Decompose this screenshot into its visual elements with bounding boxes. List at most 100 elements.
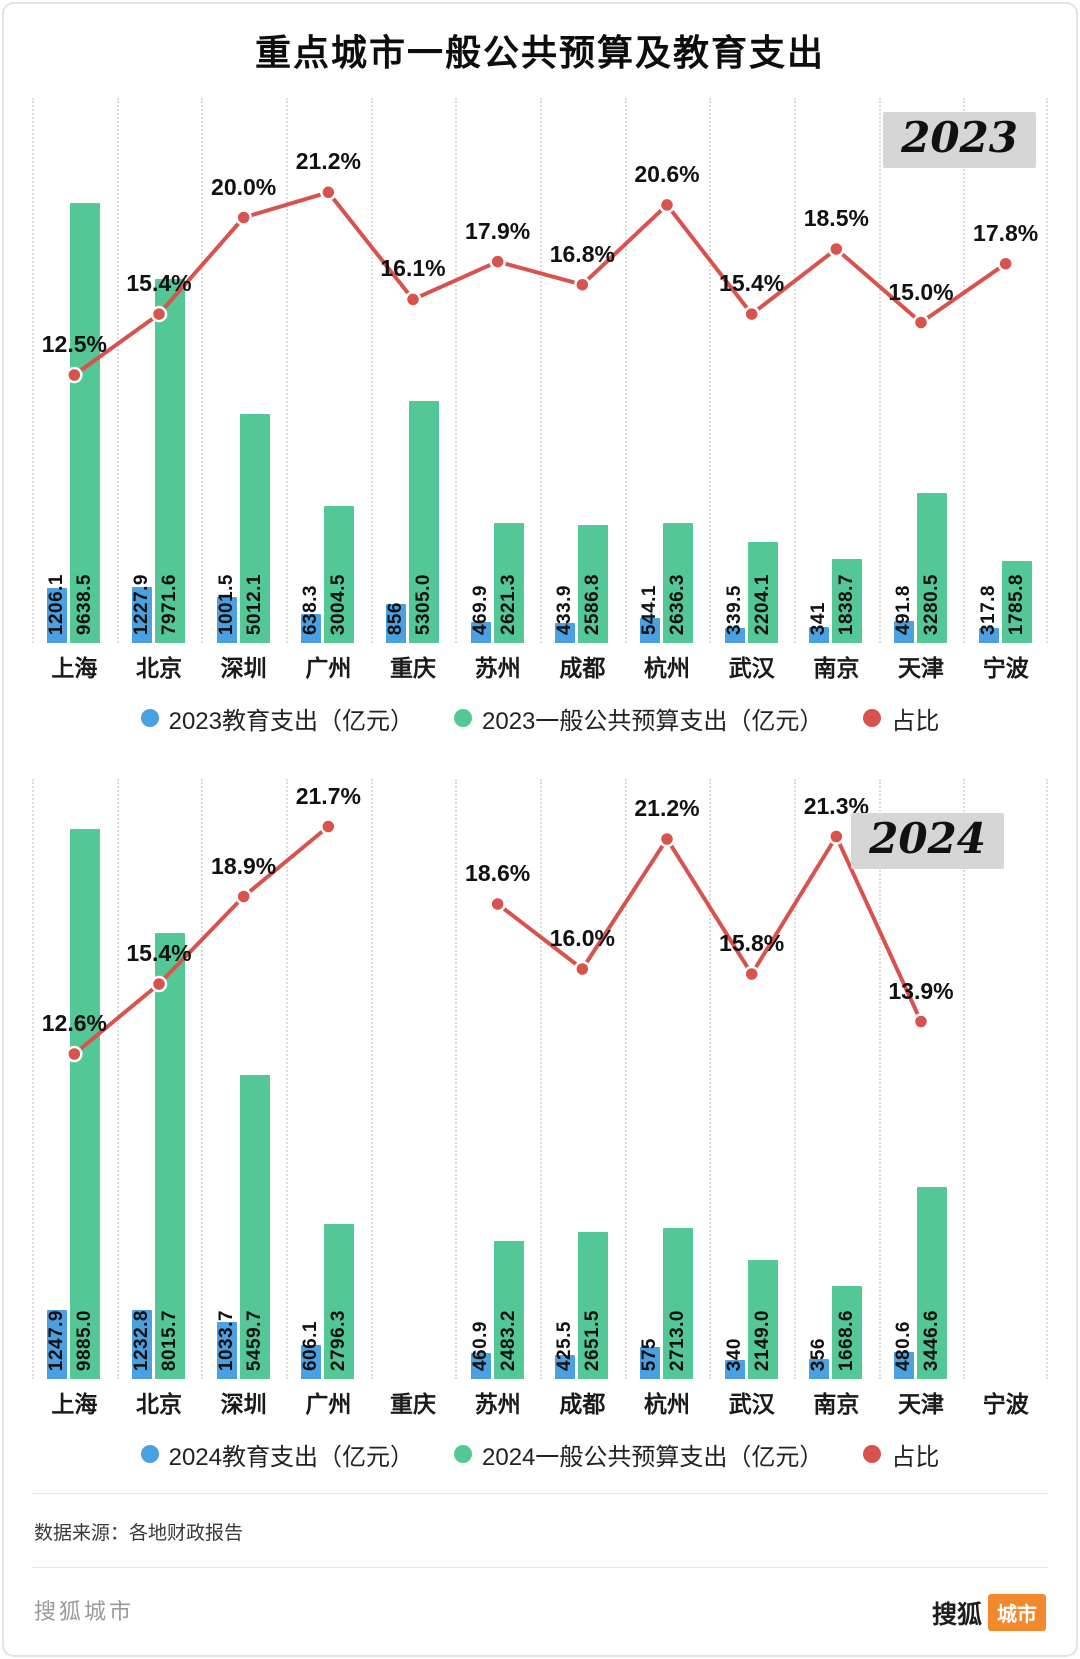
category-label: 苏州 [474,1391,521,1417]
bar-budget [663,1228,693,1379]
bar-education [47,587,68,643]
gridline [1046,98,1048,643]
bar-value-label: 340 [723,1337,745,1371]
gridline [201,779,204,1379]
ratio-label: 16.0% [549,925,615,951]
bar-value-label: 1227.9 [131,573,152,635]
bar-value-label: 9638.5 [74,573,96,635]
ratio-label: 18.6% [465,860,531,886]
ratio-label: 20.6% [634,160,700,187]
ratio-point [912,1013,930,1030]
bar-value-label: 2713.0 [667,1309,688,1371]
bar-value-label: 8015.7 [159,1309,180,1371]
legend-item: 2023一般公共预算支出（亿元） [454,701,823,736]
category-label: 北京 [136,1391,182,1417]
bar-budget [493,1240,524,1379]
bar-budget [239,413,270,643]
ratio-point [320,818,337,835]
category-label: 深圳 [220,655,267,681]
bar-education [216,597,237,643]
bar-value-label: 3004.5 [328,573,350,635]
legend-2024: 2024教育支出（亿元） 2024一般公共预算支出（亿元） 占比 [32,1425,1048,1483]
gridline [963,98,966,643]
ratio-label: 15.4% [126,940,192,966]
x-axis-2023: 上海 北京 深圳 广州 重庆 苏州 成都 杭州 武汉 南京 天津 宁波 [32,643,1048,689]
gridline [116,779,119,1379]
brand-logo: 搜狐 城市 [932,1594,1046,1631]
ratio-point [489,895,506,913]
category-label: 南京 [813,1391,860,1417]
category-label: 武汉 [728,655,775,681]
ratio-label: 21.7% [295,782,361,809]
source-note: 数据来源：各地财政报告 [32,1493,1048,1567]
bar-value-label: 1785.8 [1005,573,1027,635]
bar-value-label: 2483.2 [497,1309,519,1371]
ratio-label: 15.4% [126,270,192,297]
bar-budget [1001,561,1032,643]
legend-dot [863,709,882,727]
bar-value-label: 2204.1 [751,573,773,635]
bar-value-label: 491.8 [893,584,914,635]
bar-education [132,1310,152,1379]
bar-education [809,1359,830,1379]
gridline [370,98,373,643]
footer-watermark: 搜狐城市 [34,1599,135,1624]
bar-value-label: 1838.7 [836,573,858,635]
bar-education [809,627,830,643]
legend-dot [454,709,472,727]
bar-value-label: 575 [639,1337,660,1371]
ratio-label: 15.4% [719,270,785,297]
bar-value-label: 341 [808,601,830,635]
chart-2023: 1206.1 1227.9 1001.5 638.3 856 469.9 433.9 544.… [32,98,1048,747]
bar-value-label: 606.1 [300,1320,322,1371]
ratio-point [828,240,845,258]
bar-value-label: 433.9 [554,584,576,635]
plot-area-2024: 1247.9 1232.8 1033.7 606.1 460.9 425.5 575 340 3… [32,779,1048,1379]
bar-budget [917,1187,947,1379]
bar-budget [663,522,693,643]
category-label: 重庆 [390,1391,437,1417]
bar-budget [493,523,524,643]
ratio-label: 15.8% [719,930,785,956]
category-label: 上海 [51,655,98,681]
ratio-point [489,253,506,270]
bar-value-label: 1668.6 [836,1309,858,1371]
ratio-label: 15.0% [888,278,954,305]
gridline [286,779,288,1379]
bar-value-label: 544.1 [639,584,660,635]
ratio-point [658,830,676,848]
legend-2023: 2023教育支出（亿元） 2023一般公共预算支出（亿元） 占比 [32,689,1048,747]
bar-value-label: 5459.7 [243,1309,265,1371]
bar-value-label: 5305.0 [413,573,434,635]
bar-budget [578,524,609,643]
ratio-point [404,291,422,308]
ratio-point [574,276,591,293]
category-label: 成都 [559,1391,606,1417]
bar-value-label: 2636.3 [667,573,688,635]
legend-label: 2024教育支出（亿元） [168,1443,414,1471]
gridline [1046,779,1048,1379]
bar-value-label: 1232.8 [131,1309,152,1371]
legend-dot [140,709,159,727]
category-label: 深圳 [220,1391,267,1417]
category-label: 宁波 [982,655,1029,681]
bar-budget [239,1075,270,1379]
legend-dot [140,1445,159,1463]
gridline [32,98,34,643]
bar-education [470,621,491,643]
bar-value-label: 3280.5 [921,573,942,635]
bar-value-label: 7971.6 [159,573,180,635]
bar-value-label: 2796.3 [328,1309,350,1371]
legend-item: 2023教育支出（亿元） [140,701,414,736]
ratio-label: 21.2% [634,795,700,821]
ratio-label: 13.9% [888,977,954,1004]
bar-value-label: 469.9 [469,584,491,635]
legend-item: 2024一般公共预算支出（亿元） [454,1437,823,1472]
bar-value-label: 1247.9 [46,1309,68,1371]
bar-education [894,1352,914,1379]
footer: 搜狐城市 搜狐 城市 [32,1567,1048,1631]
bar-value-label: 425.5 [554,1320,576,1371]
gridline [963,779,966,1379]
bar-education [132,586,152,643]
category-label: 天津 [898,655,945,681]
